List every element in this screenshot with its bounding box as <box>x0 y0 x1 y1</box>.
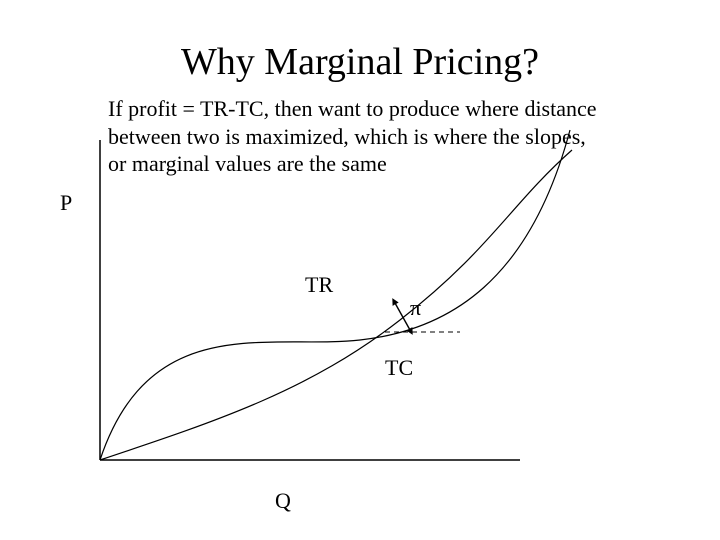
diagram-stage: Why Marginal Pricing? If profit = TR-TC,… <box>0 0 720 540</box>
chart-svg <box>0 0 720 540</box>
tc-curve <box>100 130 570 460</box>
pi-arrow <box>395 303 410 330</box>
tr-curve <box>100 150 572 460</box>
